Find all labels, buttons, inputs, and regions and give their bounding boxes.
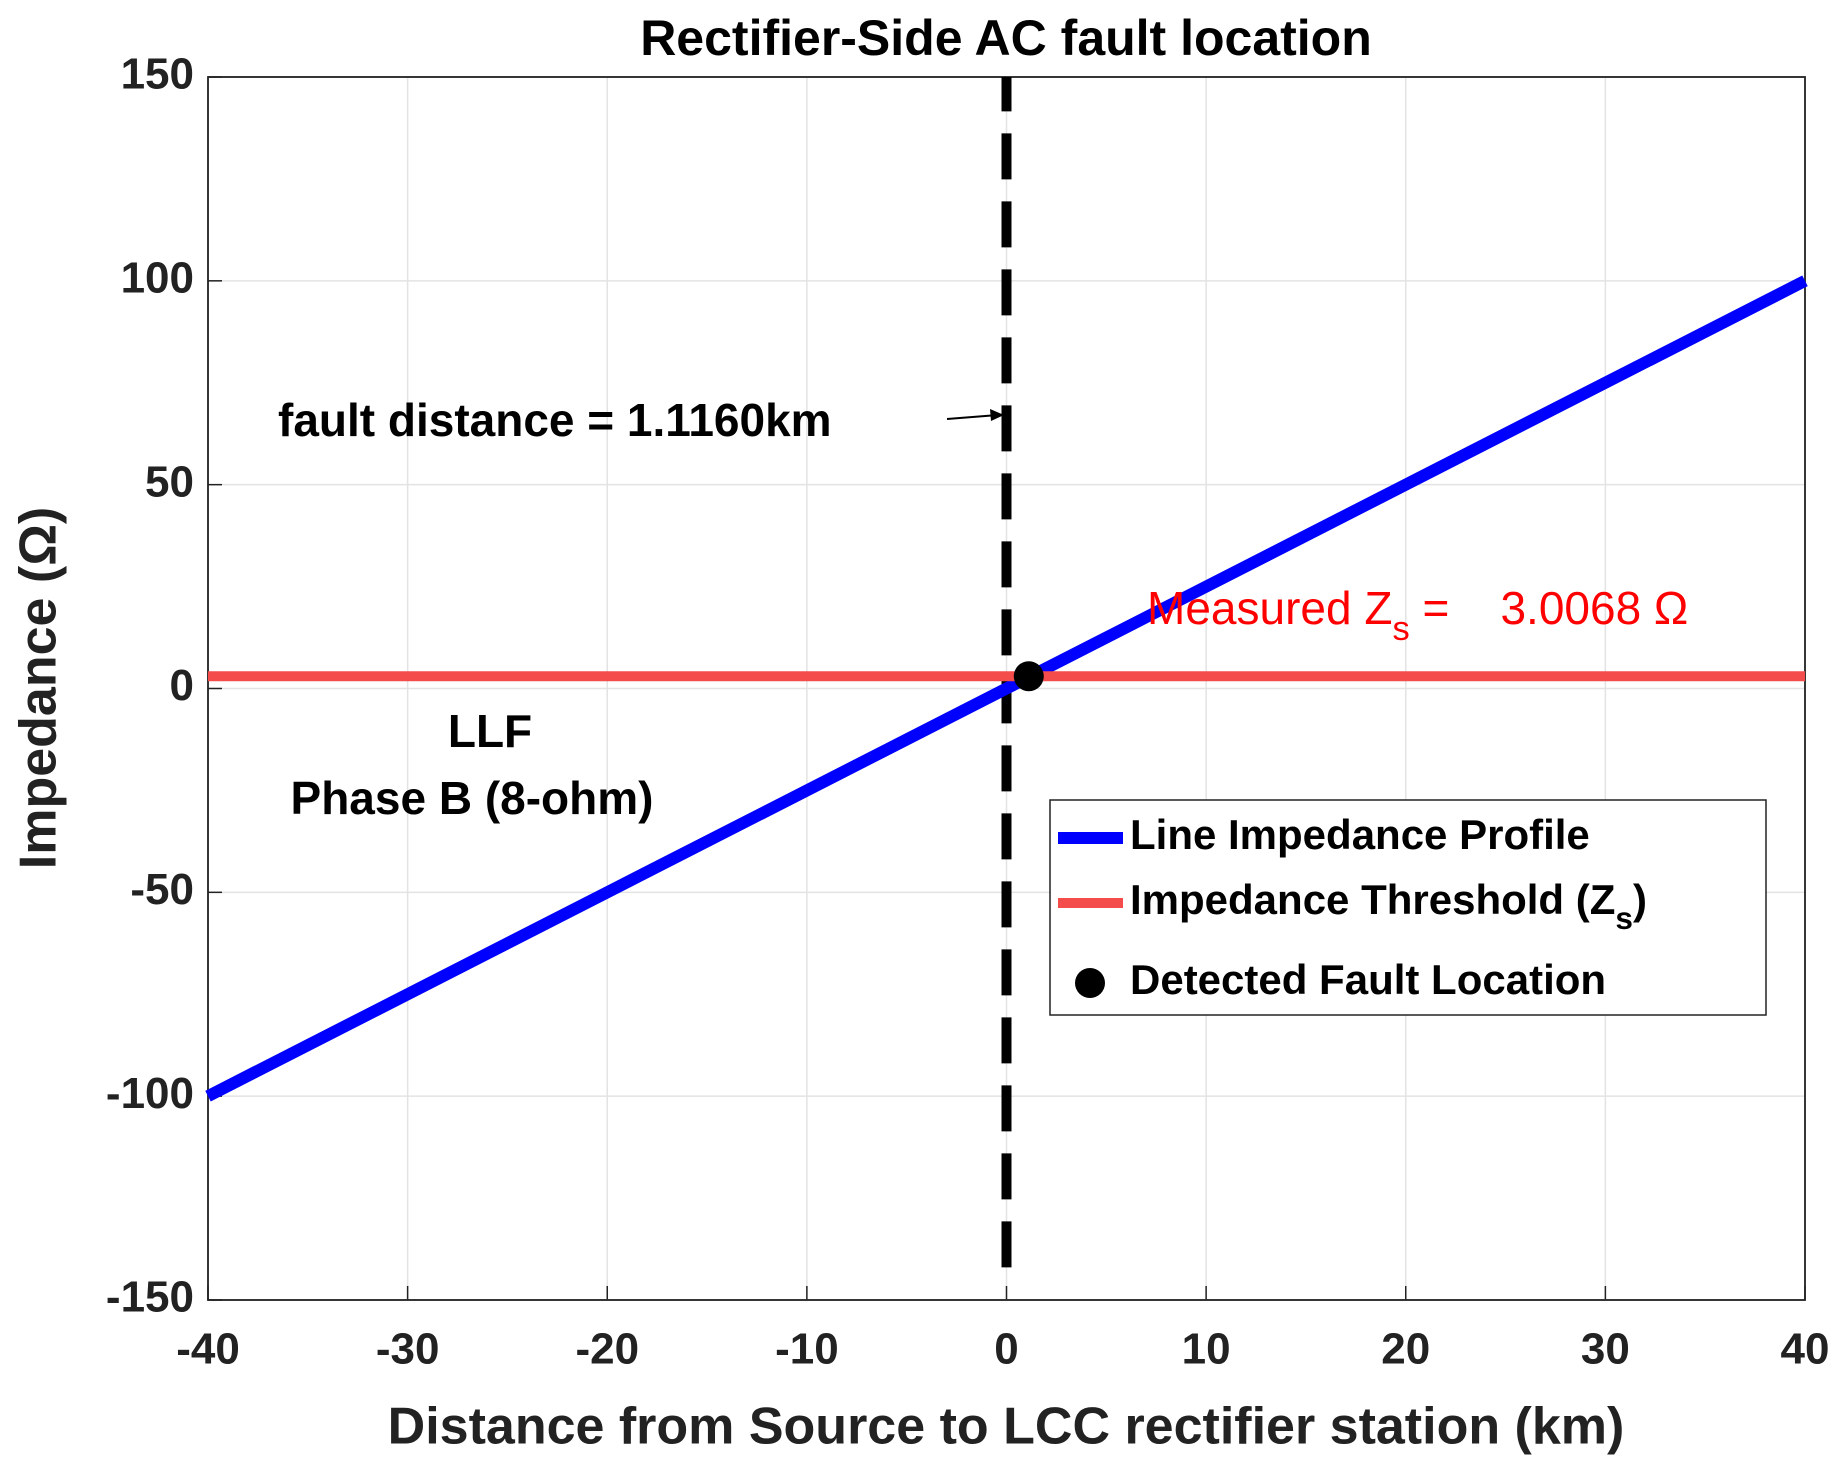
annotation-arrow bbox=[946, 414, 999, 420]
text-part: s bbox=[1615, 900, 1633, 936]
fault-marker bbox=[1013, 661, 1044, 692]
legend-label: Impedance Threshold (Zs) bbox=[1130, 876, 1647, 936]
text-part: = 3.0068 Ω bbox=[1410, 582, 1689, 634]
x-tick-label: -10 bbox=[775, 1325, 839, 1374]
y-tick-label: 0 bbox=[170, 661, 194, 710]
annotation-arrowhead bbox=[990, 409, 1004, 421]
text-part: s bbox=[1392, 610, 1409, 648]
x-tick-label: 30 bbox=[1581, 1325, 1630, 1374]
x-tick-label: -20 bbox=[575, 1325, 639, 1374]
text-part: Measured Z bbox=[1147, 582, 1392, 634]
legend-label: Line Impedance Profile bbox=[1130, 811, 1590, 858]
y-tick-label: 100 bbox=[121, 253, 194, 302]
x-tick-label: 10 bbox=[1182, 1325, 1231, 1374]
text-part: Phase B (8-ohm) bbox=[291, 772, 654, 824]
legend-label: Detected Fault Location bbox=[1130, 956, 1606, 1003]
x-tick-label: -30 bbox=[376, 1325, 440, 1374]
annotation: LLF bbox=[448, 705, 532, 757]
annotation: Measured Zs = 3.0068 Ω bbox=[1147, 582, 1688, 648]
x-tick-label: -40 bbox=[176, 1325, 240, 1374]
text-part: Impedance Threshold (Z bbox=[1130, 876, 1615, 923]
y-tick-label: -50 bbox=[130, 865, 194, 914]
x-axis-label: Distance from Source to LCC rectifier st… bbox=[388, 1398, 1625, 1456]
x-tick-label: 0 bbox=[994, 1325, 1018, 1374]
y-tick-label: -100 bbox=[106, 1069, 194, 1118]
legend-box bbox=[1049, 799, 1767, 1016]
text-part: Line Impedance Profile bbox=[1130, 811, 1590, 858]
text-part: LLF bbox=[448, 705, 532, 757]
y-tick-label: -150 bbox=[106, 1273, 194, 1322]
annotation: Phase B (8-ohm) bbox=[291, 772, 654, 824]
y-axis-label: Impedance (Ω) bbox=[10, 507, 68, 869]
y-tick-label: 150 bbox=[121, 50, 194, 99]
x-tick-label: 40 bbox=[1781, 1325, 1830, 1374]
series-line bbox=[205, 275, 1808, 1102]
text-part: fault distance = 1.1160km bbox=[278, 394, 832, 446]
chart-title: Rectifier-Side AC fault location bbox=[640, 10, 1372, 66]
y-tick-label: 50 bbox=[145, 457, 194, 506]
annotation: fault distance = 1.1160km bbox=[278, 394, 832, 446]
legend-swatch bbox=[1075, 968, 1105, 998]
text-part: Detected Fault Location bbox=[1130, 956, 1606, 1003]
text-part: ) bbox=[1633, 876, 1647, 923]
x-tick-label: 20 bbox=[1381, 1325, 1430, 1374]
